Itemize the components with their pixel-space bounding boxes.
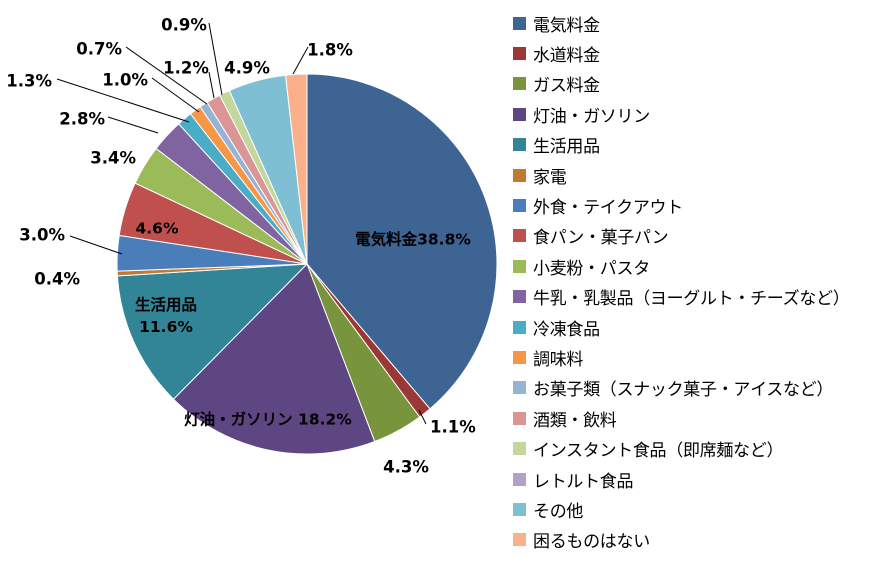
legend-swatch bbox=[513, 411, 526, 425]
data-label: 2.8% bbox=[59, 110, 105, 129]
data-label: 4.3% bbox=[383, 458, 429, 477]
leader-line bbox=[151, 77, 200, 113]
legend-swatch bbox=[513, 533, 526, 547]
data-label: 3.0% bbox=[19, 226, 65, 245]
legend-label: 家電 bbox=[533, 167, 567, 188]
leader-line bbox=[125, 46, 208, 105]
legend-item: 灯油・ガソリン bbox=[513, 99, 849, 129]
legend-swatch bbox=[513, 168, 526, 182]
legend-swatch bbox=[513, 107, 526, 121]
legend-swatch bbox=[513, 77, 526, 91]
legend-label: レトルト食品 bbox=[533, 471, 634, 492]
legend-swatch bbox=[513, 350, 526, 364]
legend-item: その他 bbox=[513, 494, 849, 524]
legend-label: 冷凍食品 bbox=[533, 319, 600, 340]
legend-item: 調味料 bbox=[513, 342, 849, 372]
legend-label: 小麦粉・パスタ bbox=[533, 258, 650, 279]
pie-slice bbox=[285, 73, 308, 265]
legend-swatch bbox=[513, 502, 526, 516]
legend-label: お菓子類（スナック菓子・アイスなど） bbox=[533, 380, 834, 401]
legend-item: 家電 bbox=[513, 160, 849, 190]
leader-line bbox=[418, 409, 427, 425]
legend-swatch bbox=[513, 290, 526, 304]
leader-line bbox=[69, 235, 123, 255]
pie-slice bbox=[306, 73, 498, 410]
data-label: 4.6% bbox=[136, 220, 179, 238]
legend-swatch bbox=[513, 16, 526, 30]
legend-label: 電気料金 bbox=[533, 15, 600, 36]
data-label: 1.8% bbox=[307, 41, 353, 60]
legend-item: 牛乳・乳製品（ヨーグルト・チーズなど） bbox=[513, 282, 850, 312]
legend-label: ガス料金 bbox=[533, 76, 600, 97]
legend-item: 外食・テイクアウト bbox=[513, 190, 849, 220]
legend-label: 外食・テイクアウト bbox=[533, 198, 683, 219]
legend-label: 水道料金 bbox=[533, 46, 600, 67]
legend-label: 調味料 bbox=[533, 349, 584, 370]
data-label: 0.4% bbox=[34, 270, 80, 289]
legend-swatch bbox=[513, 320, 526, 334]
leader-line bbox=[292, 46, 309, 75]
pie-slices bbox=[116, 73, 498, 455]
legend-label: 灯油・ガソリン bbox=[533, 106, 650, 127]
data-label: 灯油・ガソリン 18.2% bbox=[184, 410, 352, 429]
legend-label: 酒類・飲料 bbox=[533, 410, 617, 431]
legend: 電気料金水道料金ガス料金灯油・ガソリン 生活用品家電外食・テイクアウト 食パン・菓子… bbox=[513, 8, 850, 555]
legend-item: 電気料金 bbox=[513, 8, 849, 38]
legend-swatch bbox=[513, 259, 526, 273]
leader-line bbox=[208, 22, 223, 96]
legend-item: 食パン・菓子パン bbox=[513, 221, 849, 251]
data-label: 0.9% bbox=[161, 16, 207, 35]
legend-item: レトルト食品 bbox=[513, 464, 849, 494]
data-label: 1.2% bbox=[163, 59, 209, 78]
legend-swatch bbox=[513, 199, 526, 213]
legend-item: 酒類・飲料 bbox=[513, 403, 849, 433]
legend-label: その他 bbox=[533, 501, 584, 522]
leader-lines bbox=[56, 22, 427, 425]
legend-label: 生活用品 bbox=[533, 137, 600, 158]
legend-swatch bbox=[513, 381, 526, 395]
data-label: 0.7% bbox=[76, 40, 122, 59]
leader-line bbox=[208, 71, 215, 99]
legend-label: 牛乳・乳製品（ヨーグルト・チーズなど） bbox=[533, 289, 850, 310]
data-labels: 電気料金38.8% 1.1% 4.3% 灯油・ガソリン 18.2% 生活用品 11.6% 0… bbox=[6, 16, 476, 477]
data-label: 電気料金38.8% bbox=[355, 230, 471, 249]
legend-item: お菓子類（スナック菓子・アイスなど） bbox=[513, 373, 849, 403]
legend-item: 生活用品 bbox=[513, 130, 849, 160]
leader-line bbox=[107, 116, 159, 134]
pie-slice bbox=[172, 263, 376, 455]
pie-slice bbox=[116, 263, 309, 400]
data-label: 1.0% bbox=[102, 71, 148, 90]
legend-item: 小麦粉・パスタ bbox=[513, 251, 849, 281]
data-label: 1.3% bbox=[6, 72, 52, 91]
legend-item: インスタント食品（即席麺など） bbox=[513, 433, 849, 463]
data-label: 4.9% bbox=[224, 59, 270, 78]
data-label: 3.4% bbox=[90, 149, 136, 168]
legend-label: 食パン・菓子パン bbox=[533, 228, 669, 249]
legend-item: 困るものはない bbox=[513, 525, 849, 555]
legend-swatch bbox=[513, 472, 526, 486]
legend-item: 冷凍食品 bbox=[513, 312, 849, 342]
data-label: 1.1% bbox=[430, 418, 476, 437]
legend-swatch bbox=[513, 442, 526, 456]
legend-swatch bbox=[513, 138, 526, 152]
legend-swatch bbox=[513, 47, 526, 61]
legend-label: 困るものはない bbox=[533, 532, 650, 553]
legend-label: インスタント食品（即席麺など） bbox=[533, 441, 784, 462]
legend-item: ガス料金 bbox=[513, 69, 849, 99]
legend-item: 水道料金 bbox=[513, 38, 849, 68]
leader-line bbox=[56, 78, 190, 123]
data-label: 生活用品 11.6% bbox=[135, 295, 197, 336]
legend-swatch bbox=[513, 229, 526, 243]
